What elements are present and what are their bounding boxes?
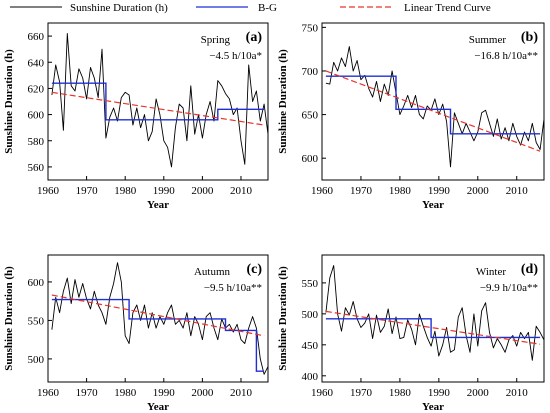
- y-tick-label: 500: [302, 309, 319, 321]
- y-tick-label: 500: [28, 354, 45, 366]
- series-line-trend: [325, 70, 541, 152]
- y-tick-label: 560: [28, 162, 45, 174]
- trend-rate-label: −9.5 h/10a**: [204, 282, 262, 294]
- series-line-bg: [51, 82, 265, 121]
- x-tick-label: 1990: [428, 387, 451, 399]
- panel-letter: (b): [521, 30, 538, 45]
- x-axis-title: Year: [147, 199, 169, 211]
- x-tick-label: 1990: [153, 185, 176, 197]
- x-tick-label: 2010: [230, 387, 253, 399]
- series-line-bg: [325, 75, 541, 135]
- season-label: Autumn: [194, 266, 231, 278]
- x-tick-label: 1980: [389, 185, 412, 197]
- y-tick-label: 620: [28, 83, 45, 95]
- x-tick-label: 2000: [191, 387, 214, 399]
- plot-frame: [47, 22, 269, 181]
- panel-2: 1960 1970 1980 1990 2000 2010 600 650 700 750 Year…: [277, 22, 545, 211]
- panel-1: 1960 1970 1980 1990 2000 2010 560 580 600 620 640 6…: [3, 22, 269, 211]
- x-tick-label: 1990: [153, 387, 176, 399]
- y-tick-label: 600: [28, 110, 45, 122]
- y-tick-label: 550: [28, 315, 45, 327]
- x-tick-label: 1960: [37, 185, 60, 197]
- series-line-sunshine: [325, 265, 545, 361]
- x-tick-label: 2000: [467, 185, 490, 197]
- legend-label-bg: B-G: [258, 2, 277, 14]
- series-line-trend: [51, 294, 265, 337]
- panel-letter: (a): [246, 30, 263, 45]
- x-tick-label: 2010: [506, 387, 529, 399]
- x-axis-title: Year: [147, 401, 169, 413]
- series-line-trend: [325, 310, 541, 345]
- y-tick-label: 600: [28, 277, 45, 289]
- y-tick-label: 450: [302, 340, 319, 352]
- legend-label-sunshine: Sunshine Duration (h): [70, 2, 168, 14]
- trend-rate-label: −16.8 h/10a**: [474, 50, 538, 62]
- x-tick-label: 2000: [191, 185, 214, 197]
- plot-frame: [321, 254, 545, 383]
- season-label: Spring: [201, 34, 231, 46]
- season-label: Summer: [469, 34, 507, 46]
- x-tick-label: 1960: [37, 387, 60, 399]
- y-axis-title: Sunshine Duration (h): [3, 49, 15, 154]
- y-tick-label: 600: [302, 153, 319, 165]
- y-axis-title: Sunshine Duration (h): [277, 49, 289, 154]
- y-axis-title: Sunshine Duration (h): [277, 266, 289, 371]
- series-line-sunshine: [325, 46, 545, 168]
- trend-rate-label: −4.5 h/10a*: [209, 50, 262, 62]
- plot-frame: [47, 254, 269, 383]
- legend: Sunshine Duration (h) B-G Linear Trend C…: [10, 2, 491, 14]
- series-line-bg: [325, 318, 541, 339]
- x-tick-label: 1980: [114, 387, 137, 399]
- x-tick-label: 1970: [76, 387, 99, 399]
- y-tick-label: 660: [28, 31, 45, 43]
- panels: 1960 1970 1980 1990 2000 2010 560 580 600 620 640 6…: [3, 22, 545, 413]
- x-axis-title: Year: [422, 401, 444, 413]
- x-tick-label: 1990: [428, 185, 451, 197]
- x-tick-label: 1980: [389, 387, 412, 399]
- x-tick-label: 1970: [76, 185, 99, 197]
- y-tick-label: 650: [302, 110, 319, 122]
- y-tick-label: 640: [28, 57, 45, 69]
- panel-letter: (c): [246, 262, 262, 277]
- plot-frame: [321, 22, 545, 181]
- x-axis-title: Year: [422, 199, 444, 211]
- y-tick-label: 750: [302, 22, 319, 34]
- x-tick-label: 1970: [350, 185, 373, 197]
- series-line-bg: [51, 298, 265, 372]
- x-tick-label: 1960: [311, 185, 334, 197]
- x-tick-label: 2010: [506, 185, 529, 197]
- season-label: Winter: [476, 266, 506, 278]
- y-tick-label: 700: [302, 66, 319, 78]
- trend-rate-label: −9.9 h/10a**: [480, 282, 538, 294]
- x-tick-label: 1960: [311, 387, 334, 399]
- x-tick-label: 1970: [350, 387, 373, 399]
- panel-4: 1960 1970 1980 1990 2000 2010 400 450 500 550 Year…: [277, 254, 545, 413]
- legend-label-trend: Linear Trend Curve: [404, 2, 491, 14]
- y-tick-label: 580: [28, 136, 45, 148]
- panel-letter: (d): [521, 262, 538, 277]
- y-tick-label: 550: [302, 278, 319, 290]
- panel-3: 1960 1970 1980 1990 2000 2010 500 550 600 Year Sun…: [3, 254, 269, 413]
- x-tick-label: 1980: [114, 185, 137, 197]
- y-axis-title: Sunshine Duration (h): [3, 266, 15, 371]
- x-tick-label: 2000: [467, 387, 490, 399]
- x-tick-label: 2010: [230, 185, 253, 197]
- y-tick-label: 400: [302, 371, 319, 383]
